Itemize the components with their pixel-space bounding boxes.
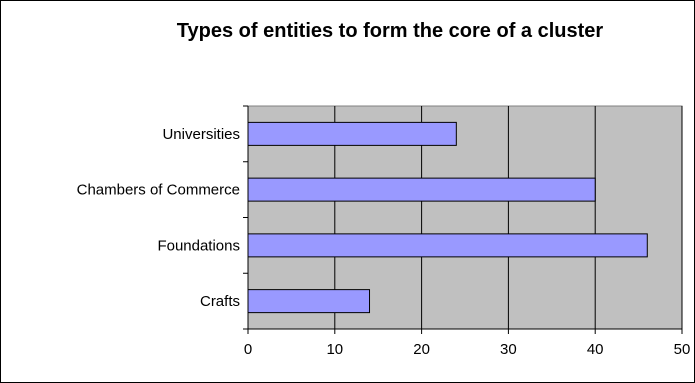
x-tick-label: 50: [674, 341, 691, 358]
chart-title: Types of entities to form the core of a …: [176, 20, 604, 42]
x-tick-label: 30: [500, 341, 517, 358]
y-tick-label: Chambers of Commerce: [77, 182, 240, 199]
bar: [247, 177, 596, 202]
x-tick-label: 20: [413, 341, 430, 358]
bar: [247, 121, 457, 146]
bar: [247, 233, 648, 258]
x-tick-label: 0: [244, 341, 252, 358]
x-tick-label: 10: [326, 341, 343, 358]
x-tick-label: 40: [587, 341, 604, 358]
y-tick-label: Crafts: [200, 293, 240, 310]
bar: [247, 289, 371, 314]
y-tick-label: Universities: [162, 126, 240, 143]
y-tick-label: Foundations: [157, 237, 240, 254]
